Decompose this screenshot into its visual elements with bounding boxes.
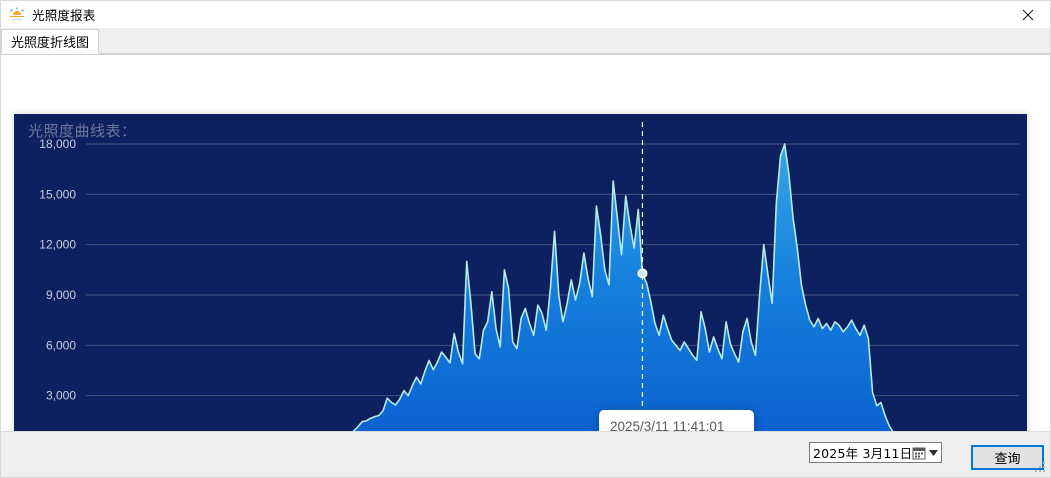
close-icon[interactable] bbox=[1005, 1, 1050, 28]
y-axis-tick-label: 3,000 bbox=[46, 389, 76, 403]
chart-title: 光照度曲线表： bbox=[28, 122, 137, 140]
series-line bbox=[352, 143, 894, 431]
date-picker[interactable]: 2025年 3月11日 bbox=[809, 442, 942, 463]
title-bar: 光照度报表 bbox=[1, 1, 1050, 28]
tab-illuminance-line-chart[interactable]: 光照度折线图 bbox=[1, 29, 100, 54]
y-axis-tick-label: 9,000 bbox=[46, 288, 76, 302]
footer-bar: 2025年 3月11日 bbox=[1, 431, 1050, 477]
hover-point-marker bbox=[637, 268, 648, 279]
y-axis-tick-label: 15,000 bbox=[39, 187, 76, 201]
area-fill bbox=[353, 144, 893, 431]
chevron-down-icon[interactable] bbox=[928, 443, 939, 462]
window-title: 光照度报表 bbox=[32, 8, 96, 23]
chart-panel: 光照度曲线表： 03,0006,0009,00012,00015,00018,0… bbox=[14, 114, 1027, 431]
tab-strip: 光照度折线图 bbox=[1, 28, 1050, 55]
tab-label: 光照度折线图 bbox=[11, 36, 90, 51]
chart-tooltip: 2025/3/11 11:41:01 10,288 bbox=[599, 410, 754, 431]
query-button[interactable]: 查询 bbox=[971, 445, 1044, 470]
calendar-icon[interactable] bbox=[912, 446, 926, 460]
y-axis-tick-label: 18,000 bbox=[39, 137, 76, 151]
content-area: 光照度曲线表： 03,0006,0009,00012,00015,00018,0… bbox=[1, 55, 1050, 431]
date-picker-value: 2025年 3月11日 bbox=[813, 446, 913, 461]
y-axis-tick-label: 12,000 bbox=[39, 238, 76, 252]
y-axis-tick-label: 6,000 bbox=[46, 338, 76, 352]
sun-icon bbox=[9, 7, 25, 23]
query-button-label: 查询 bbox=[994, 452, 1021, 467]
tooltip-timestamp: 2025/3/11 11:41:01 bbox=[610, 419, 725, 431]
resize-grip-icon[interactable] bbox=[1035, 462, 1047, 474]
